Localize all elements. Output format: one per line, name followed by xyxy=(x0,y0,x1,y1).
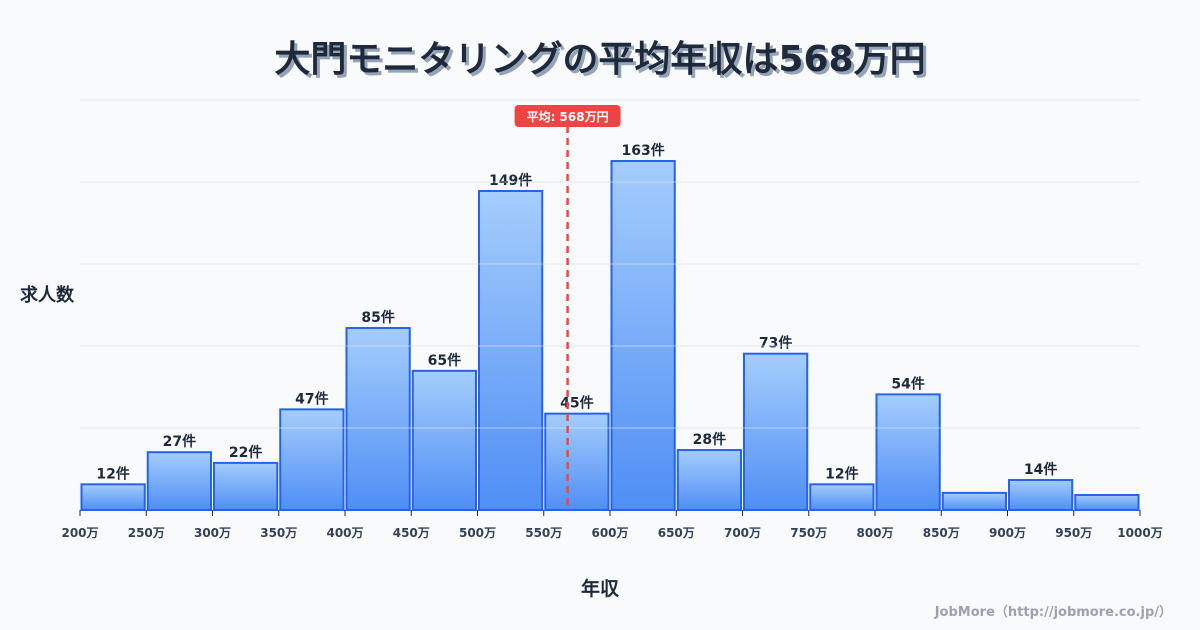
histogram-bar xyxy=(411,369,477,511)
x-tick-label: 950万 xyxy=(1055,526,1092,540)
histogram-bar xyxy=(875,393,941,511)
y-axis-label: 求人数 xyxy=(20,285,74,306)
bar-value-label: 27件 xyxy=(163,433,196,450)
histogram-bar xyxy=(676,449,742,511)
x-tick-label: 450万 xyxy=(393,526,430,540)
bar-value-label: 22件 xyxy=(229,444,262,461)
bar-value-label: 12件 xyxy=(96,465,129,482)
mean-label: 平均: 568万円 xyxy=(527,109,609,124)
histogram-bar xyxy=(941,491,1007,512)
bar-value-label: 45件 xyxy=(560,395,593,412)
x-tick-label: 600万 xyxy=(591,526,628,540)
bar-value-label: 149件 xyxy=(489,172,532,189)
x-tick-label: 900万 xyxy=(989,526,1026,540)
bar-value-label: 65件 xyxy=(428,352,461,369)
bar-value-label: 54件 xyxy=(891,375,924,392)
histogram-bar xyxy=(345,327,411,511)
data-labels: 12件 27件 22件 47件 85件 65件 149件 45件 163件 28件 73件 12件 54… xyxy=(80,99,1140,482)
histogram-bar xyxy=(610,160,676,511)
bar-value-label: 28件 xyxy=(693,431,726,448)
x-tick-label: 300万 xyxy=(194,526,231,540)
bar-value-label: 47件 xyxy=(295,390,328,407)
x-axis-ticks: 200万 250万 300万 350万 400万 450万 500万 550万 600万 650万… xyxy=(61,510,1163,540)
bar-value-label: 73件 xyxy=(759,335,792,352)
histogram-bar xyxy=(1074,494,1140,512)
x-tick-label: 350万 xyxy=(260,526,297,540)
x-tick-label: 250万 xyxy=(128,526,165,540)
bar-value-label: 85件 xyxy=(361,309,394,326)
x-tick-label: 650万 xyxy=(658,526,695,540)
x-tick-label: 750万 xyxy=(790,526,827,540)
x-tick-label: 200万 xyxy=(61,526,98,540)
histogram-bar xyxy=(213,461,279,511)
x-axis-label: 年収 xyxy=(580,578,619,600)
histogram-bar xyxy=(279,408,345,512)
x-tick-label: 500万 xyxy=(459,526,496,540)
histogram-bar xyxy=(1008,479,1074,512)
histogram-bar xyxy=(478,189,544,512)
x-tick-label: 700万 xyxy=(724,526,761,540)
histogram-bar xyxy=(743,352,809,512)
x-tick-label: 400万 xyxy=(326,526,363,540)
bar-value-label: 163件 xyxy=(622,142,665,159)
histogram-bar xyxy=(80,483,146,512)
histogram-bar xyxy=(146,451,212,511)
x-tick-label: 850万 xyxy=(923,526,960,540)
bar-value-label: 12件 xyxy=(825,465,858,482)
source-credit: JobMore（http://jobmore.co.jp/） xyxy=(934,605,1172,620)
x-tick-label: 1000万 xyxy=(1117,526,1162,540)
bar-value-label: 14件 xyxy=(1024,461,1057,478)
histogram-bar xyxy=(544,412,610,512)
mean-marker: 平均: 568万円 xyxy=(514,105,621,510)
x-tick-label: 550万 xyxy=(525,526,562,540)
chart-title: 大門モニタリングの平均年収は568万円 xyxy=(274,39,926,80)
x-tick-label: 800万 xyxy=(856,526,893,540)
mean-badge xyxy=(514,105,621,127)
histogram-bar xyxy=(809,483,875,512)
bars xyxy=(80,160,1140,512)
